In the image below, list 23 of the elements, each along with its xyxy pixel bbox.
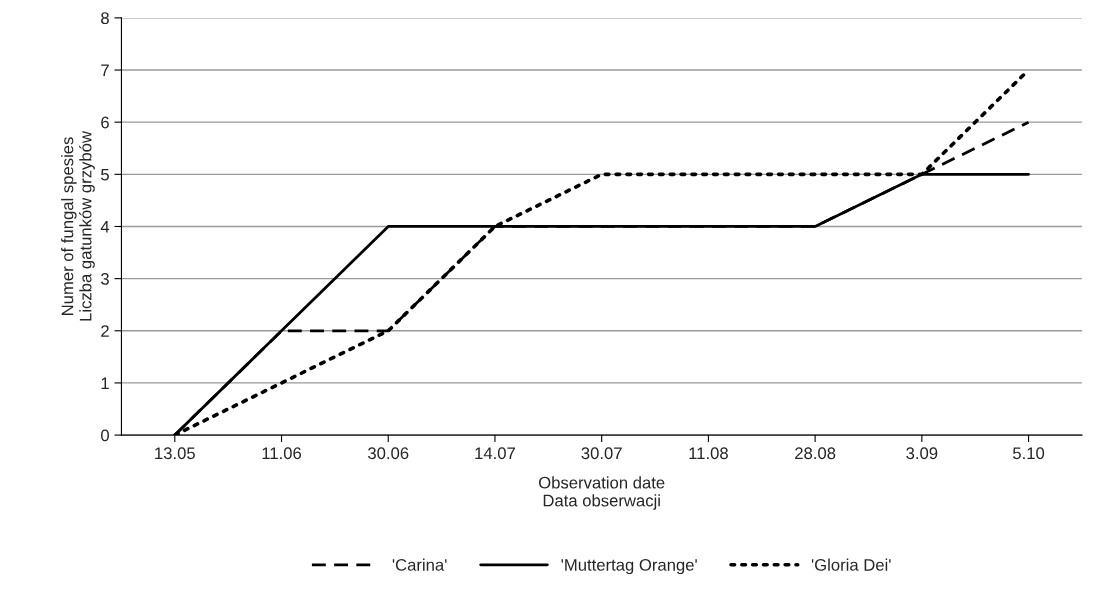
x-tick-label: 5.10	[1013, 447, 1045, 460]
x-tick-label: 13.05	[155, 447, 195, 460]
y-tick-label: 1	[101, 377, 109, 389]
y-tick-label: 7	[101, 64, 109, 77]
x-tick-label: 28.08	[795, 447, 836, 460]
y-tick-label: 6	[101, 116, 109, 129]
y-tick-label: 2	[101, 325, 109, 337]
y-tick-label: 5	[101, 168, 109, 181]
x-tick-label: 11.08	[689, 447, 728, 460]
y-tick-label: 3	[101, 273, 109, 285]
y-tick-label: 0	[101, 429, 109, 442]
y-tick-label: 4	[100, 221, 110, 233]
y-axis-title: Numer of fungal spesies Liczba gatunków grzybów	[61, 131, 95, 321]
x-tick-label: 3.09	[906, 447, 938, 460]
legend-label: 'Gloria Dei'	[811, 558, 891, 571]
x-tick-label: 14.07	[475, 447, 515, 460]
y-tick-label: 8	[101, 12, 109, 25]
legend-label: 'Carina'	[392, 558, 447, 571]
legend-label: 'Muttertag Orange'	[561, 558, 697, 575]
x-tick-label: 11.06	[262, 447, 302, 460]
x-tick-label: 30.07	[581, 447, 622, 460]
x-tick-label: 30.06	[368, 447, 409, 460]
x-axis-title: Observation date Data obserwacji	[539, 476, 665, 510]
